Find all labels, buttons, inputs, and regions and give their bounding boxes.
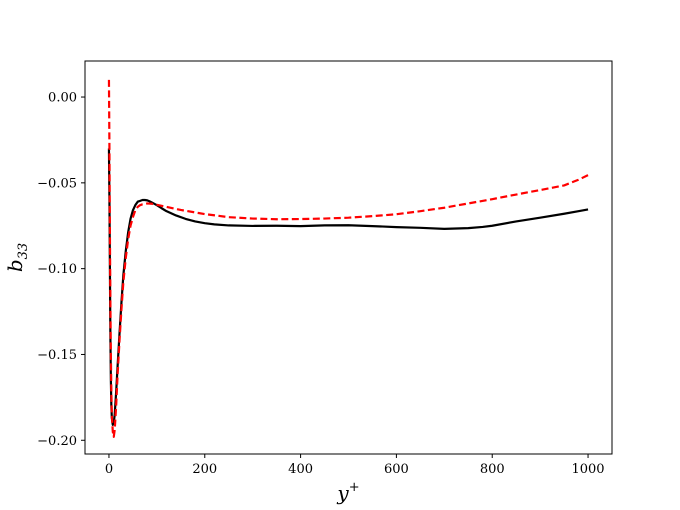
x-tick-label: 0	[105, 462, 113, 477]
y-tick-label: 0.00	[48, 91, 77, 106]
x-axis-ticks: 0 200 400 600 800 1000	[105, 454, 605, 477]
series-layer	[107, 79, 589, 438]
x-tick-label: 800	[480, 462, 505, 477]
y-tick-label: −0.15	[37, 348, 77, 363]
x-axis-label: y+	[336, 480, 359, 505]
y-axis-label-subscript: 33	[16, 243, 31, 260]
y-axis-label-base: b	[3, 259, 27, 272]
x-tick-label: 600	[384, 462, 409, 477]
y-tick-label: −0.20	[37, 434, 77, 449]
x-axis-label-base: y	[336, 481, 349, 505]
x-tick-label: 400	[288, 462, 313, 477]
y-axis-ticks: 0.00 −0.05 −0.10 −0.15 −0.20	[37, 91, 85, 449]
plot-area-frame	[84, 60, 613, 455]
series-line-2	[107, 79, 589, 438]
y-tick-label: −0.05	[37, 176, 77, 191]
y-tick-label: −0.10	[37, 262, 77, 277]
y-axis-label: b33	[3, 243, 31, 272]
series-line-1	[107, 148, 589, 426]
x-axis-label-superscript: +	[349, 480, 360, 495]
x-tick-label: 200	[192, 462, 217, 477]
x-tick-label: 1000	[571, 462, 604, 477]
